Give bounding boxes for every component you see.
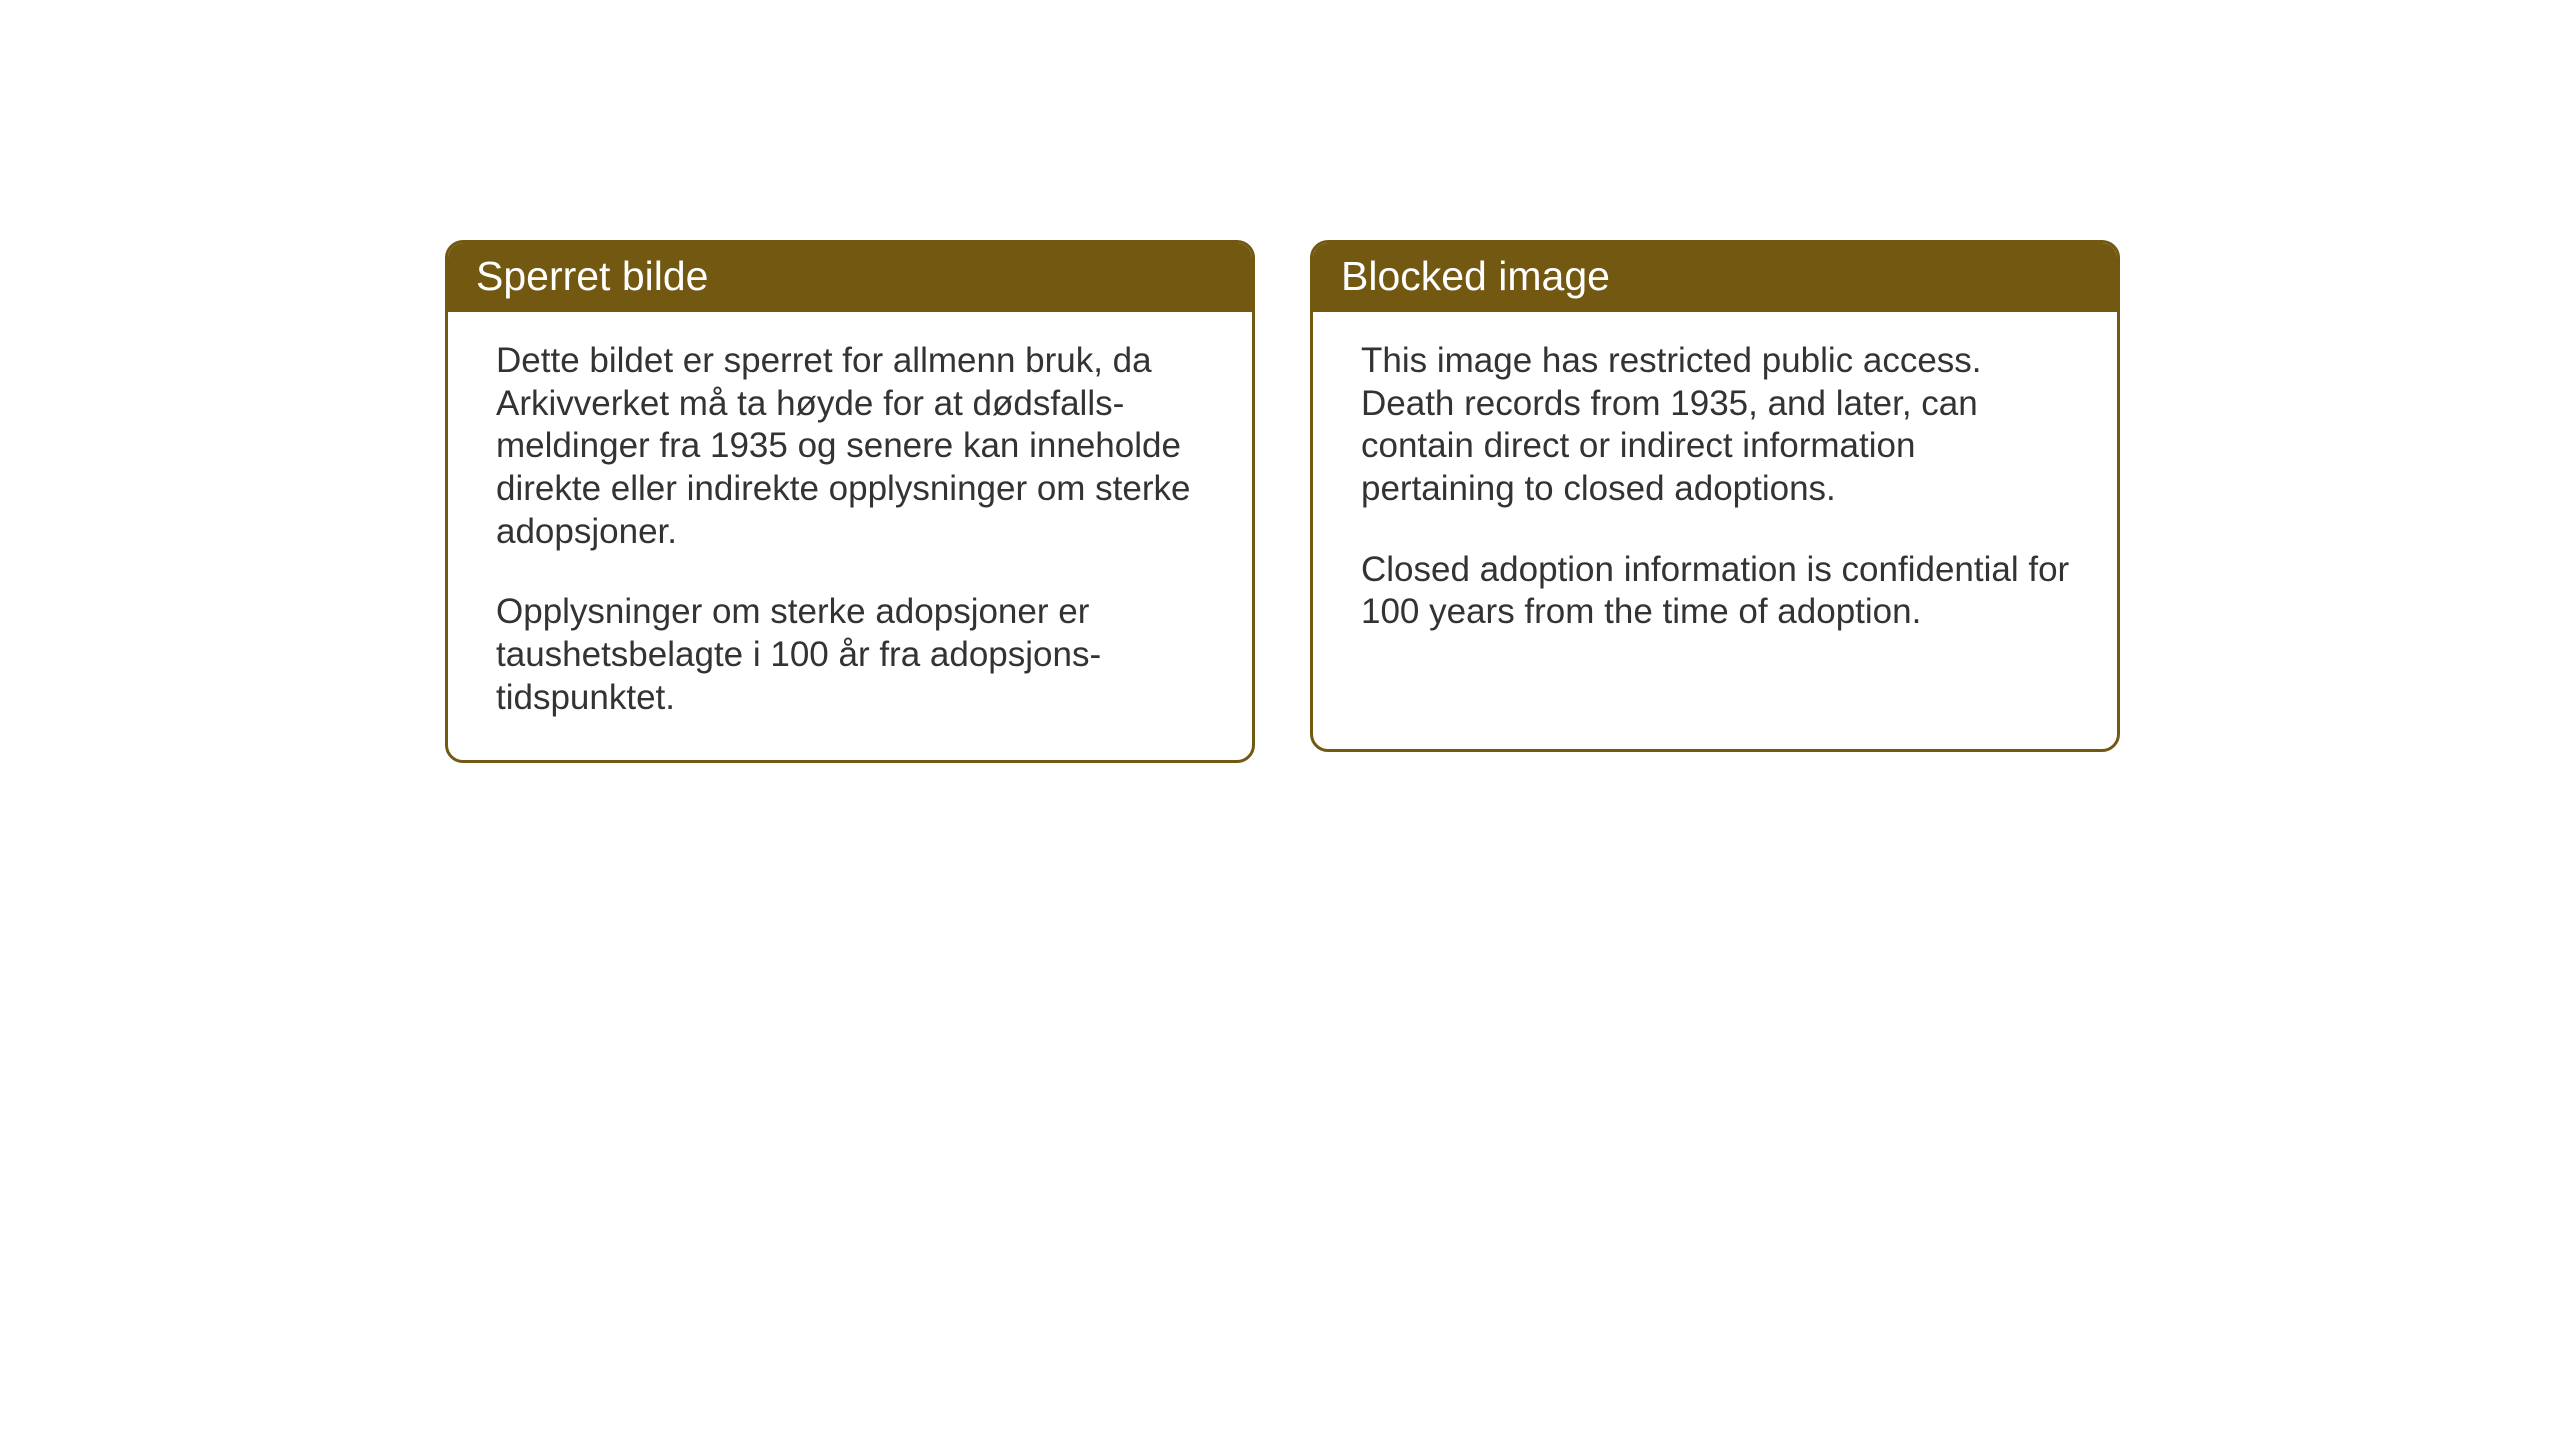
- norwegian-card-title: Sperret bilde: [448, 243, 1252, 312]
- norwegian-card-body: Dette bildet er sperret for allmenn bruk…: [448, 312, 1252, 760]
- english-card-body: This image has restricted public access.…: [1313, 312, 2117, 674]
- english-paragraph-2: Closed adoption information is confident…: [1361, 549, 2077, 634]
- cards-container: Sperret bilde Dette bildet er sperret fo…: [445, 240, 2120, 763]
- norwegian-paragraph-1: Dette bildet er sperret for allmenn bruk…: [496, 340, 1212, 553]
- english-card: Blocked image This image has restricted …: [1310, 240, 2120, 752]
- english-card-title: Blocked image: [1313, 243, 2117, 312]
- english-paragraph-1: This image has restricted public access.…: [1361, 340, 2077, 511]
- norwegian-card: Sperret bilde Dette bildet er sperret fo…: [445, 240, 1255, 763]
- norwegian-paragraph-2: Opplysninger om sterke adopsjoner er tau…: [496, 591, 1212, 719]
